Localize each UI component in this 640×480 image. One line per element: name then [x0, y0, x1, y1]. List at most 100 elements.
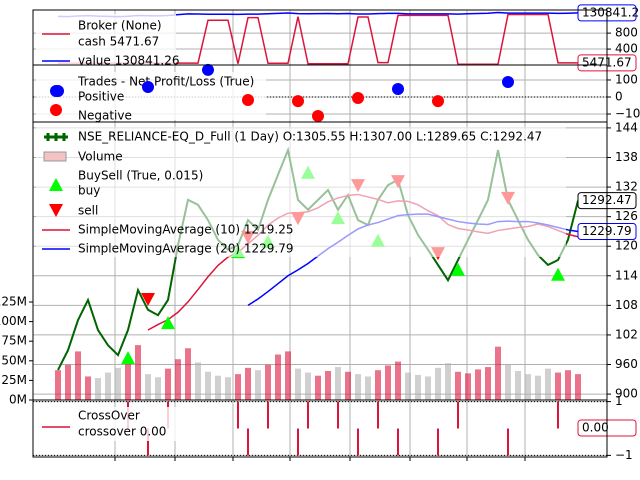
- volume-bar: [265, 364, 271, 400]
- legend-swatch: [50, 85, 62, 97]
- y-tick-label: 102: [615, 327, 638, 341]
- volume-bar: [215, 375, 221, 400]
- legend-label: cash 5471.67: [78, 35, 159, 49]
- volume-bar: [245, 367, 251, 400]
- y-tick-label: 108: [615, 298, 638, 312]
- legend-swatch: [50, 104, 62, 116]
- volume-bar: [505, 364, 511, 400]
- y-tick-label: 900: [615, 387, 638, 401]
- volume-bar: [515, 370, 521, 400]
- buy-marker: [551, 267, 565, 281]
- volume-tick-label: 125M: [0, 295, 27, 309]
- volume-bar: [155, 377, 161, 400]
- volume-bar: [555, 372, 561, 400]
- volume-bar: [75, 351, 81, 400]
- volume-bar: [355, 374, 361, 400]
- volume-bar: [65, 364, 71, 400]
- legend-label: SimpleMovingAverage (10) 1219.25: [78, 223, 294, 237]
- volume-bar: [445, 363, 451, 400]
- trade-marker: [312, 110, 324, 123]
- value-tag: 130841.2: [577, 4, 639, 22]
- legend-label: Positive: [78, 90, 124, 104]
- buy-marker: [161, 316, 175, 330]
- legend-box: [36, 127, 566, 257]
- volume-bar: [85, 376, 91, 400]
- legend-label: Volume: [78, 150, 123, 164]
- volume-bar: [375, 370, 381, 400]
- y-tick-label: 138: [615, 150, 638, 164]
- volume-bar: [535, 375, 541, 400]
- volume-bar: [295, 368, 301, 400]
- volume-bar: [575, 374, 581, 400]
- volume-bar: [115, 367, 121, 400]
- volume-bar: [405, 372, 411, 400]
- volume-bar: [95, 378, 101, 400]
- volume-tick-label: 50M: [1, 353, 27, 367]
- y-tick-label: 1: [615, 394, 623, 408]
- volume-bar: [185, 348, 191, 400]
- volume-bar: [485, 367, 491, 400]
- legend-swatch: [44, 133, 68, 141]
- volume-bar: [325, 370, 331, 400]
- y-tick-label: 144: [615, 120, 638, 134]
- value-tag-text: 0.00: [582, 421, 609, 435]
- volume-bar: [475, 369, 481, 400]
- volume-bar: [205, 371, 211, 400]
- trade-marker: [292, 95, 304, 108]
- volume-bar: [525, 374, 531, 400]
- trade-marker: [392, 82, 404, 95]
- volume-bar: [55, 370, 61, 400]
- panel-frame: [32, 399, 608, 458]
- legend-label: Negative: [78, 109, 132, 123]
- legend-box: [36, 72, 266, 120]
- y-tick-label: 400: [615, 42, 638, 56]
- trade-marker: [142, 80, 154, 93]
- y-tick-label: 120: [615, 239, 638, 253]
- buy-marker: [451, 262, 465, 276]
- volume-bar: [565, 370, 571, 400]
- y-tick-label: 132: [615, 180, 638, 194]
- sell-marker: [141, 292, 155, 306]
- volume-bar: [365, 376, 371, 400]
- volume-bar: [255, 370, 261, 400]
- legend-label: value 130841.26: [78, 54, 179, 68]
- trade-marker: [502, 76, 514, 89]
- volume-tick-label: 0M: [9, 393, 27, 407]
- value-tag-text: 130841.2: [582, 5, 639, 19]
- trade-marker: [352, 92, 364, 105]
- volume-bar: [495, 346, 501, 400]
- volume-bar: [425, 376, 431, 400]
- volume-tick-label: 100M: [0, 314, 27, 328]
- legend-label: NSE_RELIANCE-EQ_D_Full (1 Day) O:1305.55…: [78, 130, 542, 144]
- y-tick-label: 100: [615, 72, 638, 86]
- legend-label: Broker (None): [78, 19, 162, 33]
- legend-label: CrossOver: [78, 409, 140, 423]
- volume-bar: [225, 377, 231, 400]
- legend-box: [36, 407, 176, 441]
- volume-bar: [165, 368, 171, 400]
- legend-label: SimpleMovingAverage (20) 1229.79: [78, 242, 294, 256]
- volume-bar: [545, 368, 551, 400]
- volume-bar: [135, 345, 141, 400]
- trade-marker: [242, 94, 254, 107]
- volume-bar: [385, 365, 391, 400]
- y-tick-label: 0: [615, 89, 623, 103]
- legend-swatch: [43, 151, 67, 162]
- y-tick-label: 126: [615, 209, 638, 223]
- y-tick-label: 114: [615, 268, 638, 282]
- y-tick-label: −10: [615, 107, 640, 121]
- volume-bar: [125, 356, 131, 400]
- volume-bar: [335, 367, 341, 400]
- volume-bar: [395, 361, 401, 400]
- y-tick-label: 800: [615, 26, 638, 40]
- volume-bar: [195, 362, 201, 400]
- volume-bar: [465, 373, 471, 400]
- legend-swatch: [49, 178, 63, 191]
- volume-bar: [175, 359, 181, 400]
- legend-box: [36, 14, 176, 64]
- volume-bar: [455, 371, 461, 400]
- volume-bar: [315, 375, 321, 400]
- volume-bar: [105, 372, 111, 400]
- legend-swatch: [49, 204, 63, 217]
